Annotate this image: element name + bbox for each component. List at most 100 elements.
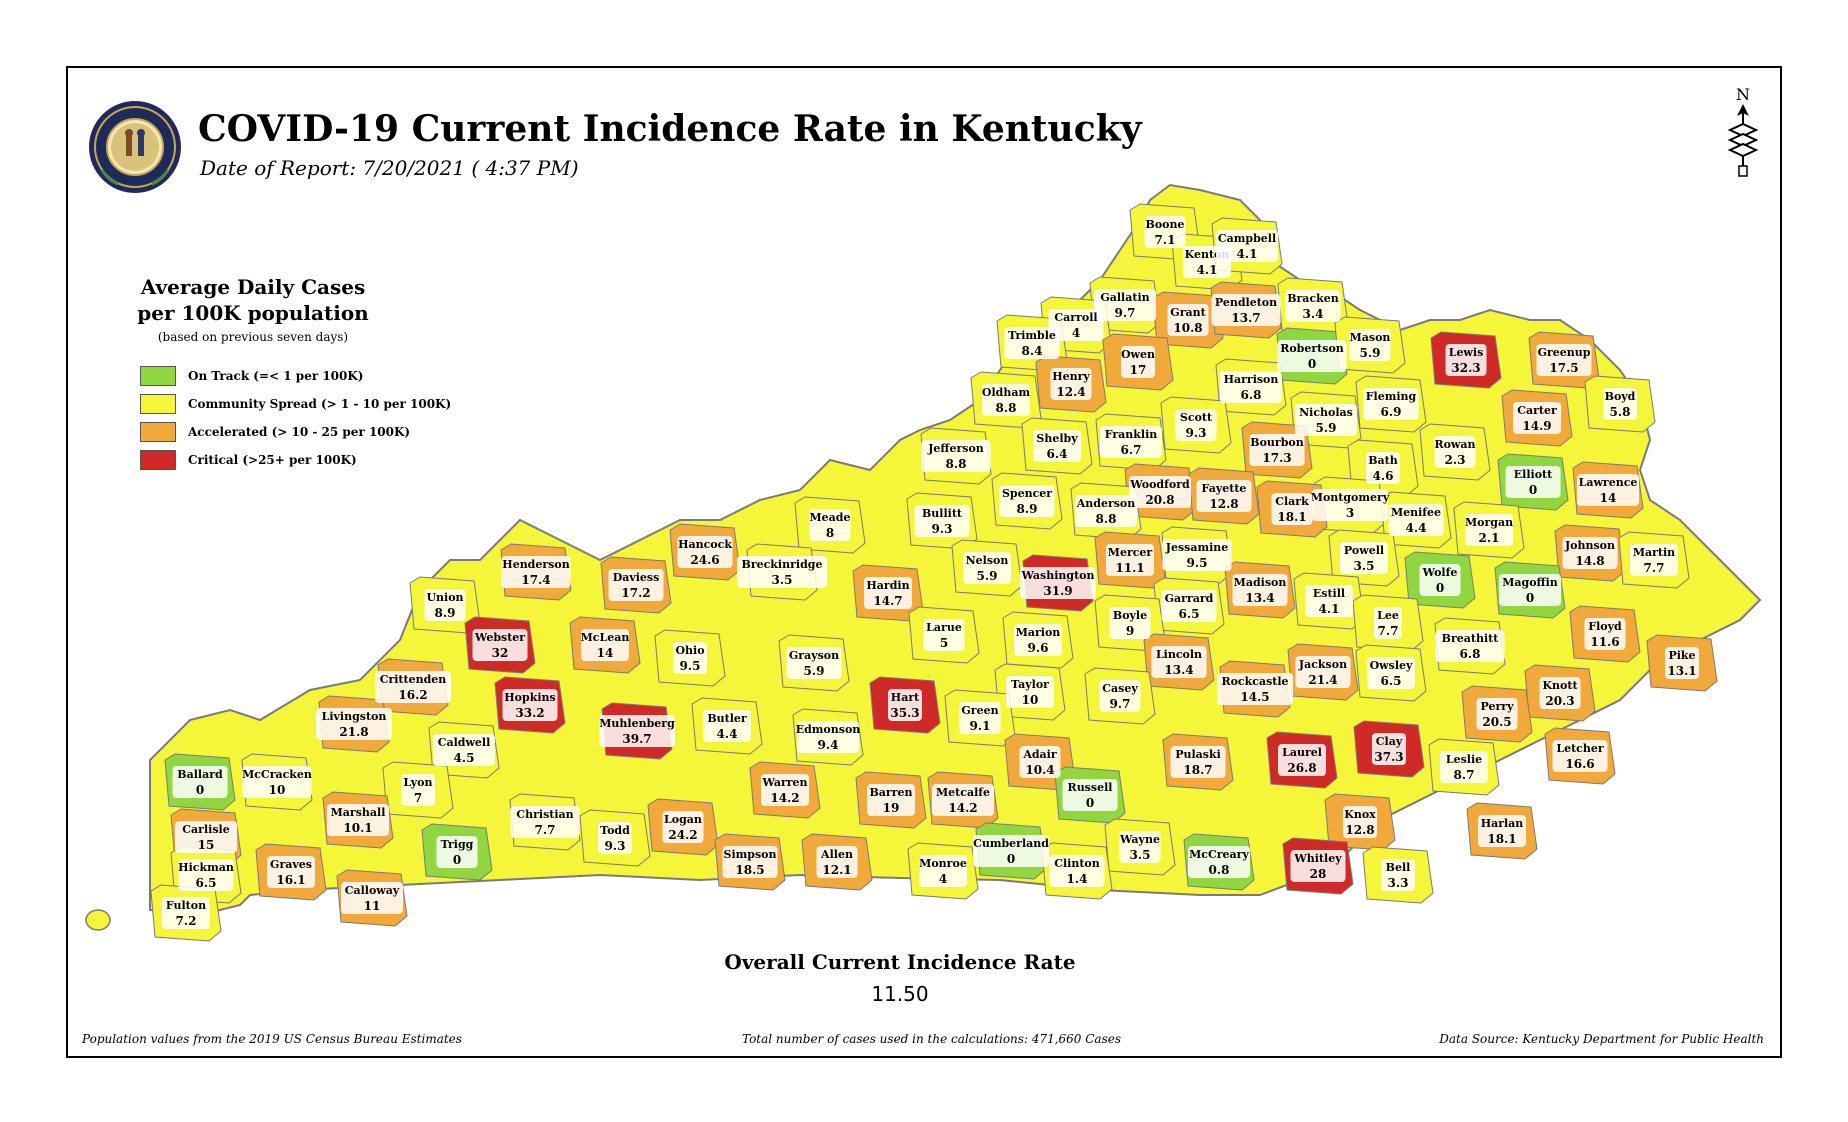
county-label-livingston: Livingston 21.8	[316, 708, 392, 740]
county-name: Larue	[926, 621, 962, 634]
county-label-bg	[510, 806, 580, 838]
county-value: 4.4	[1406, 521, 1427, 535]
county-value: 8.8	[1096, 512, 1117, 526]
county-value: 17	[1130, 363, 1147, 377]
county-value: 14.5	[1240, 690, 1269, 704]
county-name: Grayson	[789, 649, 839, 662]
county-label-bg	[923, 619, 965, 651]
county-value: 3.5	[772, 573, 793, 587]
county-label-lee: Lee 7.7	[1374, 607, 1402, 639]
county-value: 6.5	[196, 876, 217, 890]
county-label-laurel: Laurel 26.8	[1278, 744, 1326, 776]
county-value: 20.8	[1145, 493, 1174, 507]
county-value: 7.7	[535, 823, 556, 837]
county-label-montgomery: Montgomery 3	[1311, 489, 1390, 521]
county-value: 9	[1126, 624, 1134, 638]
county-label-spencer: Spencer 8.9	[999, 485, 1055, 517]
county-value: 13.1	[1667, 664, 1696, 678]
county-label-bg	[1249, 434, 1305, 466]
county-label-larue: Larue 5	[923, 619, 965, 651]
county-name: Laurel	[1282, 746, 1322, 759]
county-label-bg	[1435, 630, 1505, 662]
county-value: 18.5	[735, 863, 764, 877]
county-label-pendleton: Pendleton 13.7	[1211, 294, 1281, 326]
county-label-fayette: Fayette 12.8	[1196, 480, 1252, 512]
county-value: 6.4	[1047, 447, 1068, 461]
county-label-bg	[1388, 504, 1444, 536]
county-value: 4.1	[1237, 247, 1258, 261]
county-value: 8.8	[996, 401, 1017, 415]
county-name: Garrard	[1165, 592, 1214, 605]
overall-value: 11.50	[871, 982, 929, 1006]
county-value: 4.1	[1197, 263, 1218, 277]
county-label-bg	[1499, 574, 1561, 606]
county-value: 6.7	[1121, 443, 1142, 457]
legend-item-on-track: On Track (=< 1 per 100K)	[140, 366, 363, 386]
county-label-bg	[1050, 368, 1092, 400]
county-value: 4.5	[454, 751, 475, 765]
county-label-bg	[608, 569, 664, 601]
county-label-clay: Clay 37.3	[1372, 733, 1406, 765]
county-value: 10	[1022, 693, 1039, 707]
county-label-marshall: Marshall 10.1	[327, 804, 389, 836]
county-label-bg	[1188, 846, 1250, 878]
legend-note: (based on previous seven days)	[157, 330, 349, 344]
county-name: McLean	[581, 631, 630, 644]
county-label-carroll: Carroll 4	[1048, 309, 1104, 341]
county-value: 2.1	[1479, 531, 1500, 545]
county-label-bg	[1665, 647, 1699, 679]
county-label-bg	[1295, 656, 1351, 688]
county-label-bg	[963, 552, 1011, 584]
county-name: Clinton	[1054, 857, 1100, 870]
county-value: 14	[597, 646, 614, 660]
county-value: 21.4	[1308, 673, 1337, 687]
county-name: Daviess	[613, 571, 660, 584]
county-label-bg	[1075, 495, 1137, 527]
county-label-knott: Knott 20.3	[1539, 677, 1581, 709]
county-label-lawrence: Lawrence 14	[1577, 474, 1639, 506]
county-label-ohio: Ohio 9.5	[673, 642, 707, 674]
county-value: 9.1	[970, 719, 991, 733]
county-name: Simpson	[724, 848, 777, 861]
county-label-bg	[433, 734, 495, 766]
county-name: Estill	[1313, 587, 1345, 600]
county-label-harrison: Harrison 6.8	[1220, 371, 1282, 403]
county-name: Washington	[1021, 569, 1095, 582]
county-value: 8.9	[1017, 502, 1038, 516]
county-name: Mercer	[1108, 546, 1153, 559]
county-label-morgan: Morgan 2.1	[1465, 514, 1513, 546]
county-label-bg	[797, 721, 859, 753]
county-value: 4.4	[717, 727, 738, 741]
county-label-boyle: Boyle 9	[1109, 607, 1151, 639]
county-label-bg	[1536, 344, 1592, 376]
county-label-bg	[1630, 544, 1678, 576]
county-label-wolfe: Wolfe 0	[1419, 564, 1461, 596]
county-value: 11.1	[1115, 561, 1144, 575]
county-label-bg	[1513, 402, 1561, 434]
county-label-meade: Meade 8	[809, 509, 851, 541]
county-name: Lincoln	[1156, 648, 1202, 661]
county-label-bg	[1121, 346, 1155, 378]
county-name: Knox	[1344, 808, 1376, 821]
county-label-bg	[864, 577, 912, 609]
county-value: 13.4	[1164, 663, 1193, 677]
legend-swatch	[140, 366, 176, 386]
county-label-todd: Todd 9.3	[598, 822, 632, 854]
county-name: Boyle	[1113, 609, 1147, 622]
legend-label: Accelerated (> 10 - 25 per 100K)	[188, 425, 411, 439]
county-name: Hopkins	[504, 691, 555, 704]
county-label-marion: Marion 9.6	[1014, 624, 1062, 656]
county-name: Henry	[1052, 370, 1090, 383]
county-label-bg	[1167, 304, 1209, 336]
county-label-robertson: Robertson 0	[1277, 340, 1347, 372]
county-name: Hickman	[178, 861, 234, 874]
county-label-graves: Graves 16.1	[267, 856, 315, 888]
county-label-hardin: Hardin 14.7	[864, 577, 912, 609]
county-label-bg	[1478, 815, 1526, 847]
county-name: Martin	[1633, 546, 1675, 559]
county-name: McCreary	[1189, 848, 1249, 861]
county-label-woodford: Woodford 20.8	[1129, 476, 1191, 508]
county-name: Woodford	[1129, 478, 1190, 491]
county-label-bg	[816, 846, 858, 878]
county-label-bg	[1170, 746, 1226, 778]
